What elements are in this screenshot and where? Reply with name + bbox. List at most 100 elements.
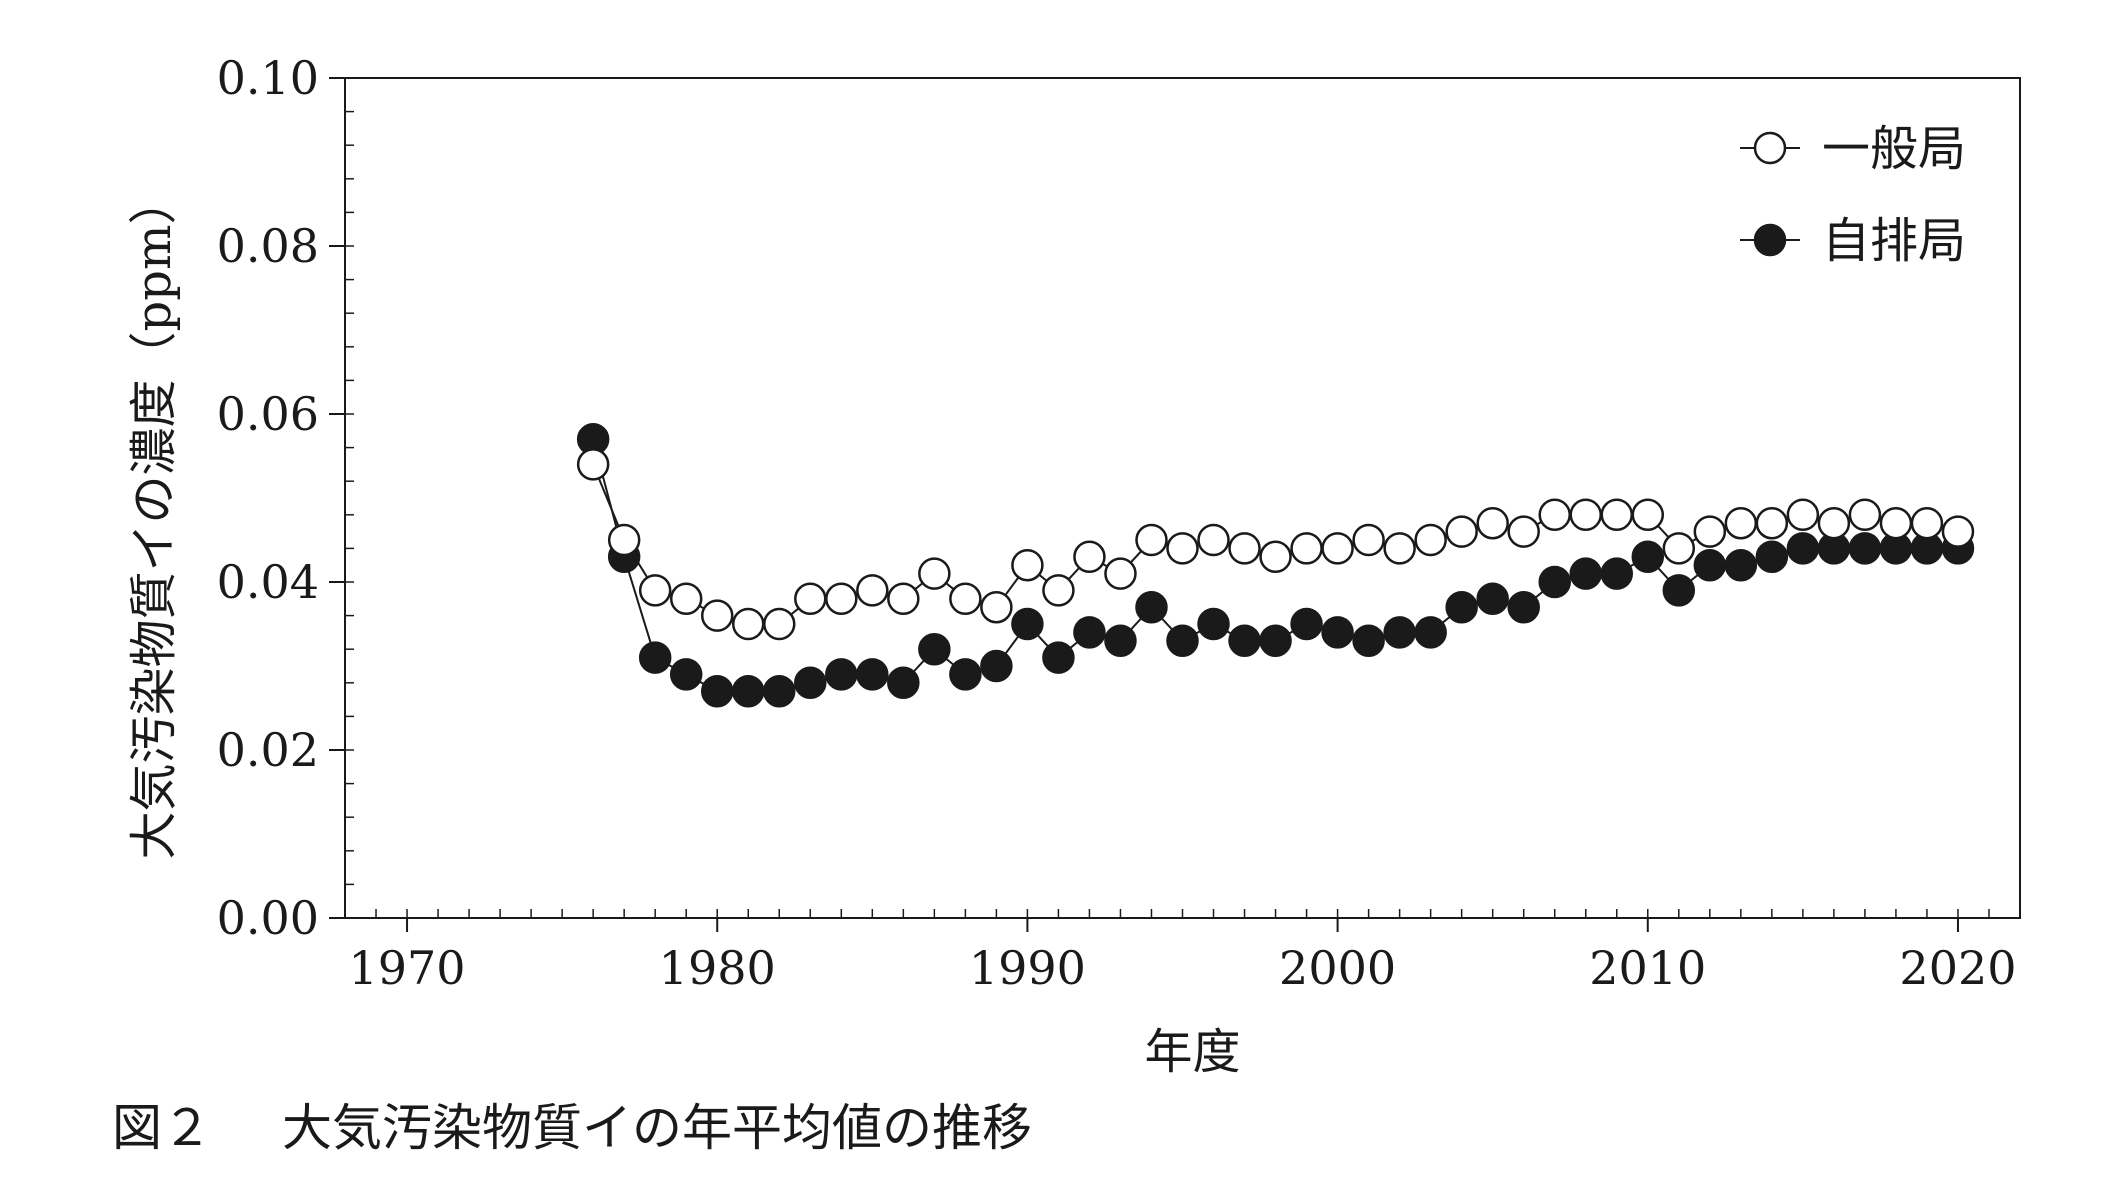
- data-point: [856, 658, 889, 691]
- data-point: [669, 658, 703, 691]
- data-point: [638, 574, 672, 607]
- data-point: [1321, 616, 1354, 649]
- data-point: [1507, 590, 1540, 624]
- data-point: [794, 582, 827, 616]
- data-point: [576, 448, 610, 481]
- data-point: [1724, 548, 1758, 582]
- data-point: [1290, 607, 1323, 641]
- legend-label: 自排局: [1822, 213, 1966, 269]
- plot-frame: [344, 77, 2021, 919]
- data-point: [1631, 498, 1665, 532]
- series-roadside: [576, 422, 1975, 708]
- data-point: [794, 666, 827, 700]
- legend-label: 一般局: [1822, 121, 1966, 177]
- data-point: [1755, 540, 1789, 574]
- data-point: [1042, 574, 1075, 607]
- data-point: [1383, 532, 1416, 565]
- data-point: [918, 557, 951, 590]
- y-axis-title: 大気汚染物質イの濃度（ppm）: [126, 177, 182, 860]
- data-point: [1228, 624, 1261, 658]
- data-point: [1135, 523, 1168, 557]
- data-point: [980, 590, 1013, 624]
- data-point: [1197, 607, 1230, 641]
- data-point: [1569, 498, 1602, 532]
- data-point: [1910, 506, 1944, 540]
- data-point: [1786, 532, 1820, 565]
- data-point: [1848, 532, 1882, 565]
- data-point: [1538, 565, 1571, 599]
- data-point: [1507, 515, 1540, 548]
- figure-caption-text: 大気汚染物質イの年平均値の推移: [282, 1099, 1032, 1157]
- data-point: [763, 607, 796, 641]
- data-point: [1259, 540, 1292, 574]
- data-point: [1476, 582, 1509, 616]
- data-point: [980, 649, 1013, 683]
- data-point: [949, 658, 982, 691]
- data-point: [1383, 616, 1416, 649]
- data-point: [1197, 523, 1230, 557]
- data-point: [1290, 532, 1323, 565]
- data-point: [1755, 506, 1789, 540]
- data-point: [700, 674, 734, 708]
- data-point: [1352, 523, 1385, 557]
- legend-item: 一般局: [1740, 121, 1966, 177]
- data-point: [607, 523, 641, 557]
- data-point: [1414, 523, 1447, 557]
- data-point: [1011, 548, 1044, 582]
- data-point: [1600, 557, 1634, 590]
- data-point: [1941, 515, 1975, 548]
- data-point: [1600, 498, 1634, 532]
- data-point: [1445, 590, 1478, 624]
- x-tick-label: 1970: [348, 941, 465, 995]
- data-point: [825, 582, 858, 616]
- y-tick-label: 0.06: [217, 387, 319, 441]
- data-point: [763, 674, 796, 708]
- data-point: [1011, 607, 1044, 641]
- y-tick-label: 0.04: [217, 555, 319, 609]
- legend-marker: [1753, 223, 1787, 257]
- data-point: [1042, 641, 1075, 674]
- data-point: [1817, 506, 1851, 540]
- y-tick-label: 0.00: [217, 891, 319, 945]
- x-axis-title: 年度: [1144, 1024, 1240, 1080]
- data-point: [1848, 498, 1882, 532]
- data-point: [1104, 557, 1137, 590]
- data-point: [1786, 498, 1820, 532]
- data-point: [1104, 624, 1137, 658]
- x-tick-label: 2000: [1279, 941, 1396, 995]
- data-point: [1569, 557, 1602, 590]
- data-point: [1693, 548, 1727, 582]
- data-point: [1073, 540, 1106, 574]
- series-general: [576, 448, 1975, 641]
- data-point: [1414, 616, 1447, 649]
- data-point: [1073, 616, 1106, 649]
- data-point: [1724, 506, 1758, 540]
- data-point: [1538, 498, 1571, 532]
- legend-item: 自排局: [1740, 213, 1966, 269]
- data-point: [1445, 515, 1478, 548]
- data-point: [887, 666, 920, 700]
- data-point: [1662, 574, 1696, 607]
- data-point: [1476, 506, 1509, 540]
- x-tick-label: 1980: [659, 941, 776, 995]
- data-point: [1693, 515, 1727, 548]
- axes: 0.00 0.02 0.04 0.06 0.08 0.10 1970 1980 1990 2000…: [126, 51, 2021, 1080]
- x-tick-label: 1990: [969, 941, 1086, 995]
- data-point: [1259, 624, 1292, 658]
- data-point: [1321, 532, 1354, 565]
- figure-number: 図２: [112, 1099, 212, 1157]
- data-point: [1662, 532, 1696, 565]
- figure-caption: 図２ 大気汚染物質イの年平均値の推移: [112, 1088, 1032, 1160]
- data-point: [669, 582, 703, 616]
- series-layer: [576, 422, 1975, 708]
- data-point: [887, 582, 920, 616]
- legend-marker: [1753, 131, 1787, 165]
- data-point: [1166, 532, 1199, 565]
- data-point: [1879, 506, 1913, 540]
- data-point: [1352, 624, 1385, 658]
- data-point: [700, 599, 734, 632]
- data-point: [1631, 540, 1665, 574]
- data-point: [918, 632, 951, 666]
